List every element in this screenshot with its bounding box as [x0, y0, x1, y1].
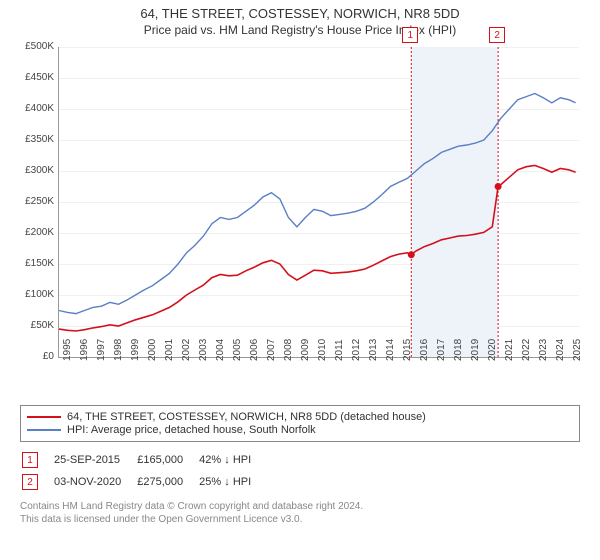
- plot-area: [58, 47, 579, 358]
- y-tick: £350K: [10, 134, 54, 145]
- legend-swatch-hpi: [27, 429, 61, 431]
- y-tick: £500K: [10, 41, 54, 52]
- attribution: Contains HM Land Registry data © Crown c…: [20, 500, 580, 526]
- legend-swatch-property: [27, 416, 61, 418]
- marker-flag: 2: [489, 27, 505, 43]
- marker-table: 1 25-SEP-2015 £165,000 42% ↓ HPI 2 03-NO…: [20, 448, 267, 494]
- marker-row-1: 1 25-SEP-2015 £165,000 42% ↓ HPI: [22, 450, 265, 470]
- x-tick: 2025: [572, 339, 600, 361]
- y-tick: £300K: [10, 165, 54, 176]
- y-tick: £450K: [10, 72, 54, 83]
- marker-date-1: 25-SEP-2015: [54, 450, 135, 470]
- legend-row-property: 64, THE STREET, COSTESSEY, NORWICH, NR8 …: [27, 411, 573, 423]
- marker-row-2: 2 03-NOV-2020 £275,000 25% ↓ HPI: [22, 472, 265, 492]
- marker-price-1: £165,000: [137, 450, 197, 470]
- chart-svg: [59, 47, 579, 357]
- marker-badge-2: 2: [22, 474, 38, 490]
- legend-box: 64, THE STREET, COSTESSEY, NORWICH, NR8 …: [20, 405, 580, 442]
- y-tick: £250K: [10, 196, 54, 207]
- legend-label-property: 64, THE STREET, COSTESSEY, NORWICH, NR8 …: [67, 411, 426, 423]
- legend-label-hpi: HPI: Average price, detached house, Sout…: [67, 424, 316, 436]
- attribution-line-2: This data is licensed under the Open Gov…: [20, 513, 580, 526]
- marker-pct-2: 25% ↓ HPI: [199, 472, 265, 492]
- page-subtitle: Price paid vs. HM Land Registry's House …: [0, 23, 600, 37]
- y-tick: £400K: [10, 103, 54, 114]
- marker-badge-1: 1: [22, 452, 38, 468]
- price-chart: £0 £50K £100K £150K £200K £250K £300K £350K £400…: [10, 41, 590, 401]
- y-tick: £50K: [10, 320, 54, 331]
- y-tick: £150K: [10, 258, 54, 269]
- marker-pct-1: 42% ↓ HPI: [199, 450, 265, 470]
- page-title: 64, THE STREET, COSTESSEY, NORWICH, NR8 …: [0, 6, 600, 21]
- marker-flag: 1: [402, 27, 418, 43]
- y-tick: £200K: [10, 227, 54, 238]
- y-tick: £0: [10, 351, 54, 362]
- y-tick: £100K: [10, 289, 54, 300]
- attribution-line-1: Contains HM Land Registry data © Crown c…: [20, 500, 580, 513]
- marker-date-2: 03-NOV-2020: [54, 472, 135, 492]
- legend-row-hpi: HPI: Average price, detached house, Sout…: [27, 424, 573, 436]
- marker-price-2: £275,000: [137, 472, 197, 492]
